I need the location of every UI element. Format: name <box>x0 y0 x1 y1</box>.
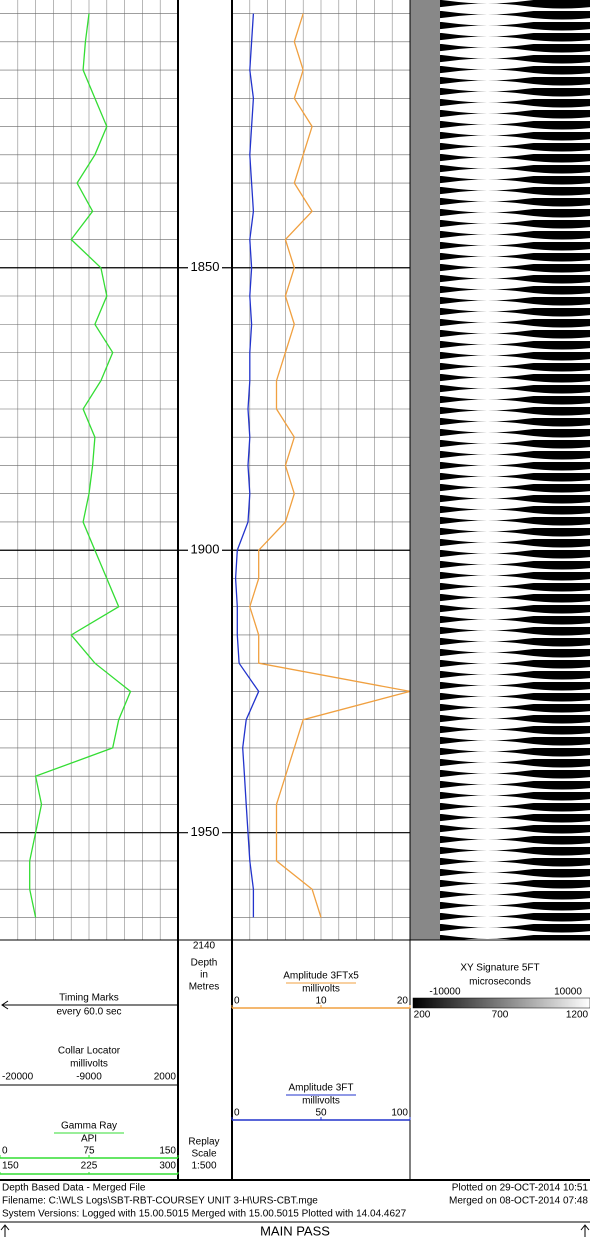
scale-label: 0 <box>234 996 240 1007</box>
xy-tick: 700 <box>492 1010 509 1021</box>
xy-tick: 10000 <box>554 987 582 998</box>
timing-note: every 60.0 sec <box>56 1007 121 1018</box>
legend-unit: API <box>81 1134 97 1145</box>
backup-scale-label: 300 <box>159 1161 176 1172</box>
collar-title: Collar Locator <box>58 1046 121 1057</box>
collar-scale-label: -9000 <box>76 1072 102 1083</box>
scale-label: 150 <box>159 1146 176 1157</box>
xy-title: XY Signature 5FT <box>460 963 539 974</box>
footer-text: Merged on 08-OCT-2014 07:48 <box>449 1196 588 1207</box>
collar-unit: millivolts <box>70 1059 108 1070</box>
bottom-depth: 2140 <box>193 941 216 952</box>
vdl-image <box>410 0 590 940</box>
depth-title: Depth <box>191 958 218 969</box>
xy-unit: microseconds <box>469 977 531 988</box>
pass-title: MAIN PASS <box>260 1223 330 1238</box>
xy-tick: 200 <box>414 1010 431 1021</box>
legend-title: Amplitude 3FT <box>288 1083 353 1094</box>
scale-label: 75 <box>83 1146 95 1157</box>
replay-scale: Scale <box>191 1149 216 1160</box>
xy-tick: -10000 <box>429 987 461 998</box>
depth-label: 1850 <box>191 259 220 274</box>
legend-unit: millivolts <box>302 1096 340 1107</box>
depth-title: Metres <box>189 982 220 993</box>
depth-label-bg <box>188 543 222 558</box>
scale-label: 0 <box>234 1108 240 1119</box>
replay-scale: 1:500 <box>191 1161 216 1172</box>
replay-scale: Replay <box>188 1137 219 1148</box>
collar-scale-label: 2000 <box>154 1072 177 1083</box>
xy-colorbar <box>412 997 590 1009</box>
timing-title: Timing Marks <box>59 993 119 1004</box>
curves <box>29 13 411 918</box>
depth-label: 1950 <box>191 824 220 839</box>
legend-unit: millivolts <box>302 984 340 995</box>
scale-label: 50 <box>315 1108 327 1119</box>
scale-label: 0 <box>2 1146 8 1157</box>
curve <box>234 13 260 918</box>
scale-label: 20 <box>397 996 409 1007</box>
curve <box>249 13 411 918</box>
xy-tick: 1200 <box>566 1010 589 1021</box>
backup-scale-label: 150 <box>2 1161 19 1172</box>
curve <box>29 13 132 918</box>
scale-label: 10 <box>315 996 327 1007</box>
footer-text: Plotted on 29-OCT-2014 10:51 <box>452 1183 589 1194</box>
depth-label-bg <box>188 260 222 275</box>
footer-text: Depth Based Data - Merged File <box>2 1183 146 1194</box>
grid: 1850 1900 1950 <box>0 0 410 940</box>
footer-text: Filename: C:\WLS Logs\SBT-RBT-COURSEY UN… <box>2 1196 318 1207</box>
legend-title: Gamma Ray <box>61 1121 117 1132</box>
depth-title: in <box>200 970 208 981</box>
footer-text: System Versions: Logged with 15.00.5015 … <box>2 1209 407 1220</box>
backup-scale-label: 225 <box>81 1161 98 1172</box>
depth-label-bg <box>188 825 222 840</box>
collar-scale-label: -20000 <box>2 1072 34 1083</box>
legend-title: Amplitude 3FTx5 <box>283 971 359 982</box>
depth-label: 1900 <box>191 542 220 557</box>
scale-label: 100 <box>391 1108 408 1119</box>
